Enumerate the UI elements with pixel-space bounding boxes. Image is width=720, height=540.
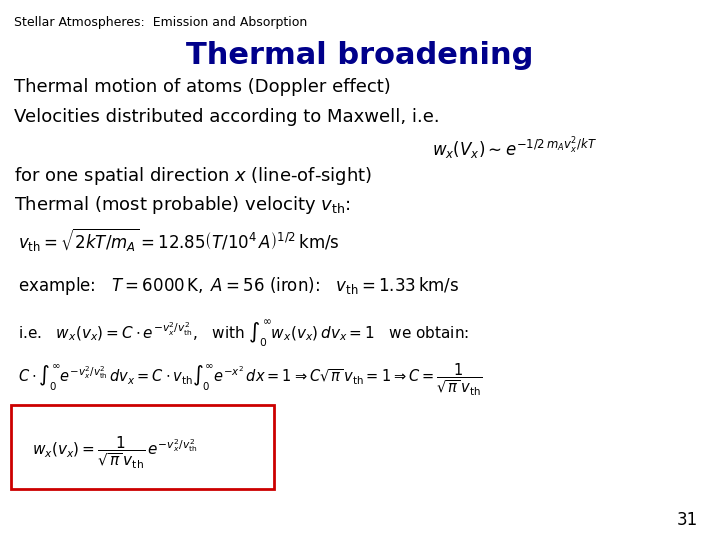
Text: Velocities distributed according to Maxwell, i.e.: Velocities distributed according to Maxw… (14, 108, 440, 126)
Bar (11, 405, 274, 489)
Text: $C \cdot \int_0^{\infty} e^{-v_x^2/v_{\mathrm{th}}^2}\,dv_x = C \cdot v_{\mathrm: $C \cdot \int_0^{\infty} e^{-v_x^2/v_{\m… (18, 362, 482, 398)
Text: Thermal broadening: Thermal broadening (186, 40, 534, 70)
Text: $w_x(V_x) \sim e^{-1/2\,m_A v_x^2/kT}$: $w_x(V_x) \sim e^{-1/2\,m_A v_x^2/kT}$ (432, 135, 597, 161)
Text: $w_x(v_x) = \dfrac{1}{\sqrt{\pi}\,v_{\mathrm{th}}}\,e^{-v_x^2/v_{\mathrm{th}}^2}: $w_x(v_x) = \dfrac{1}{\sqrt{\pi}\,v_{\ma… (32, 435, 198, 471)
Text: example:   $T = 6000\,\mathrm{K},\; A = 56$ (iron):   $v_{\mathrm{th}} = 1.33\,\: example: $T = 6000\,\mathrm{K},\; A = 56… (18, 275, 459, 298)
Text: 31: 31 (677, 511, 698, 529)
Text: Thermal motion of atoms (Doppler effect): Thermal motion of atoms (Doppler effect) (14, 78, 391, 96)
Text: Stellar Atmospheres:  Emission and Absorption: Stellar Atmospheres: Emission and Absorp… (14, 16, 307, 29)
Text: $v_{\mathrm{th}} = \sqrt{2kT/m_A} = 12.85\left(T/10^4\,A\right)^{1/2}\,\mathrm{k: $v_{\mathrm{th}} = \sqrt{2kT/m_A} = 12.8… (18, 227, 340, 254)
Text: for one spatial direction $x$ (line-of-sight): for one spatial direction $x$ (line-of-s… (14, 165, 373, 187)
Text: Thermal (most probable) velocity $v_{\mathrm{th}}$:: Thermal (most probable) velocity $v_{\ma… (14, 194, 351, 217)
Text: i.e.   $w_x(v_x) = C \cdot e^{-v_x^2/v_{\mathrm{th}}^2}$,   with $\int_0^{\infty: i.e. $w_x(v_x) = C \cdot e^{-v_x^2/v_{\m… (18, 319, 469, 350)
